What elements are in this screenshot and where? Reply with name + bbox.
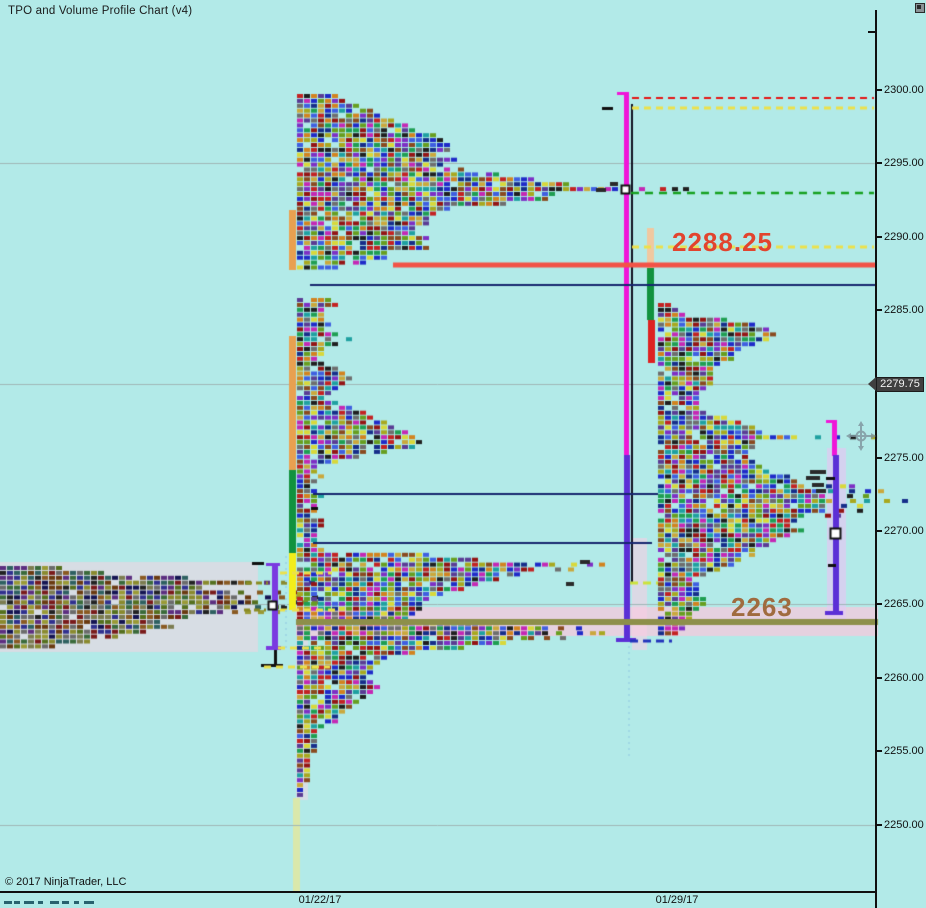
price-axis-tick	[875, 309, 882, 311]
level-label-2288: 2288.25	[672, 227, 773, 257]
price-axis-tick	[875, 89, 882, 91]
price-axis-label: 2250.00	[884, 819, 924, 831]
price-axis-tick	[875, 750, 882, 752]
date-label: 01/29/17	[655, 894, 699, 906]
price-axis-tick	[868, 31, 875, 33]
price-axis-label: 2275.00	[884, 452, 924, 464]
price-axis-tick	[875, 162, 882, 164]
crosshair-cursor-icon	[846, 421, 876, 451]
price-axis-tick	[875, 677, 882, 679]
price-axis-label: 2300.00	[884, 84, 924, 96]
price-axis-tick	[875, 457, 882, 459]
price-axis-line[interactable]	[875, 10, 877, 892]
price-axis-label: 2290.00	[884, 231, 924, 243]
price-axis-tick	[875, 236, 882, 238]
level-label-2263: 2263	[731, 592, 793, 622]
price-axis-label: 2265.00	[884, 598, 924, 610]
price-axis-tick	[875, 603, 882, 605]
price-axis-label: 2255.00	[884, 745, 924, 757]
price-axis-label: 2260.00	[884, 672, 924, 684]
price-axis-label: 2270.00	[884, 525, 924, 537]
time-axis-line[interactable]	[0, 891, 877, 893]
last-price-tag: 2279.75	[876, 377, 924, 392]
price-axis-tick	[875, 824, 882, 826]
date-label: 01/22/17	[298, 894, 342, 906]
window-icon[interactable]	[915, 3, 925, 13]
chart-title: TPO and Volume Profile Chart (v4)	[8, 5, 193, 17]
last-price-tag-arrow	[868, 377, 876, 391]
time-axis-end-tick	[875, 892, 877, 908]
price-axis-tick	[875, 530, 882, 532]
price-axis-label: 2295.00	[884, 157, 924, 169]
copyright-text: © 2017 NinjaTrader, LLC	[5, 876, 127, 888]
price-axis-label: 2285.00	[884, 304, 924, 316]
